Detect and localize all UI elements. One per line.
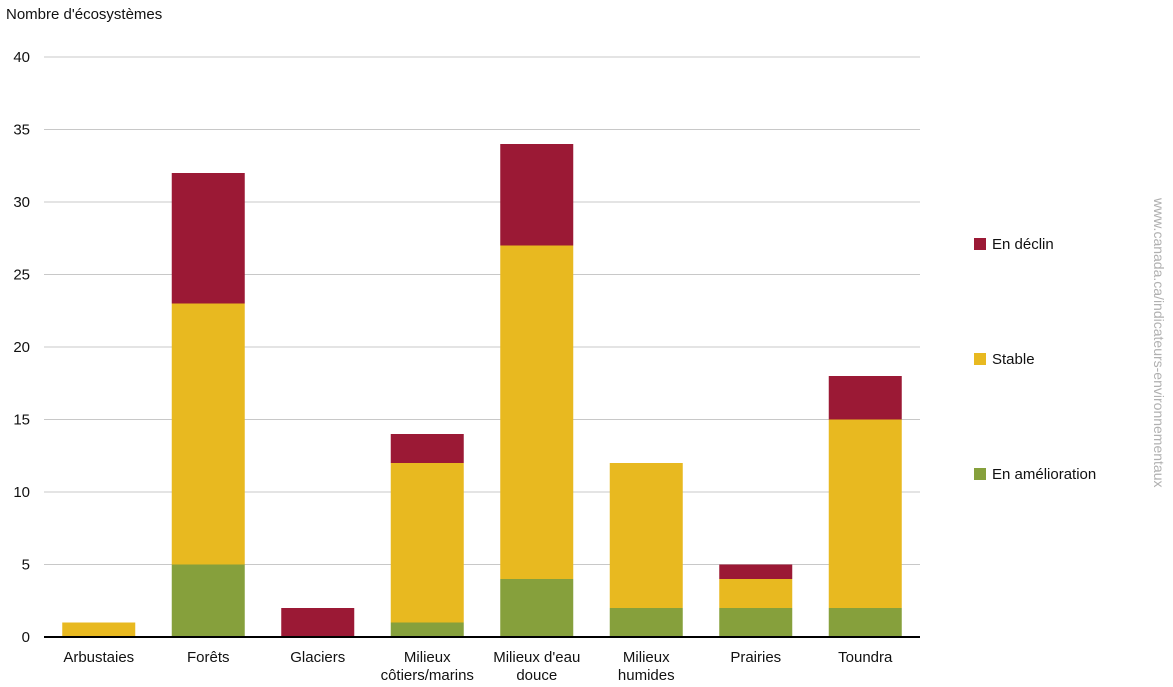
bar-segment-en-am-lioration <box>609 608 683 637</box>
bar-segment-en-am-lioration <box>719 608 793 637</box>
legend-swatch <box>974 353 986 365</box>
y-tick-label: 35 <box>13 122 30 139</box>
x-axis-tick-labels: Arbustaies Forêts Glaciers Milieux côtiers/m… <box>63 649 893 684</box>
bar-segment-stable <box>390 463 464 623</box>
y-axis-ticks: 0 5 10 15 20 25 30 35 40 <box>13 49 30 646</box>
legend-swatch <box>974 238 986 250</box>
bar-segment-en-am-lioration <box>500 579 574 637</box>
y-tick-label: 15 <box>13 412 30 429</box>
y-tick-label: 5 <box>22 557 30 574</box>
legend-swatch <box>974 468 986 480</box>
bar-segment-stable <box>171 303 245 565</box>
x-tick-label: Milieux d'eau douce <box>493 649 580 684</box>
bar-segment-en-d-clin <box>719 564 793 579</box>
y-tick-label: 0 <box>22 629 30 646</box>
legend: En déclin Stable En amélioration <box>974 236 1096 483</box>
x-tick-label: Arbustaies <box>63 649 134 666</box>
y-tick-label: 10 <box>13 484 30 501</box>
x-tick-label: Toundra <box>838 649 893 666</box>
bar-segment-en-d-clin <box>828 376 902 420</box>
x-tick-label: Forêts <box>187 649 230 666</box>
bar-segment-stable <box>828 419 902 608</box>
legend-label: Stable <box>992 351 1035 368</box>
y-tick-label: 20 <box>13 339 30 356</box>
bar-segment-en-d-clin <box>171 173 245 304</box>
bar-segment-stable <box>62 622 136 637</box>
x-tick-label: Milieux côtiers/marins <box>381 649 474 684</box>
bar-segment-en-am-lioration <box>390 622 464 637</box>
source-url: www.canada.ca/indicateurs-environnementa… <box>1151 197 1167 488</box>
x-tick-label: Glaciers <box>290 649 345 666</box>
legend-label: En déclin <box>992 236 1054 253</box>
bar-segment-en-d-clin <box>390 434 464 463</box>
x-tick-label: Prairies <box>730 649 781 666</box>
bar-segment-en-am-lioration <box>171 564 245 637</box>
bar-segment-stable <box>719 579 793 608</box>
legend-label: En amélioration <box>992 466 1096 483</box>
bar-segment-en-d-clin <box>281 608 355 637</box>
y-tick-label: 40 <box>13 49 30 66</box>
bar-segment-stable <box>609 463 683 608</box>
bar-segment-en-d-clin <box>500 144 574 246</box>
y-tick-label: 25 <box>13 267 30 284</box>
bar-segment-en-am-lioration <box>828 608 902 637</box>
bar-segment-stable <box>500 245 574 579</box>
y-axis-label: Nombre d'écosystèmes <box>6 6 162 23</box>
x-tick-label: Milieux humides <box>618 649 675 684</box>
y-tick-label: 30 <box>13 194 30 211</box>
bars <box>62 144 902 637</box>
